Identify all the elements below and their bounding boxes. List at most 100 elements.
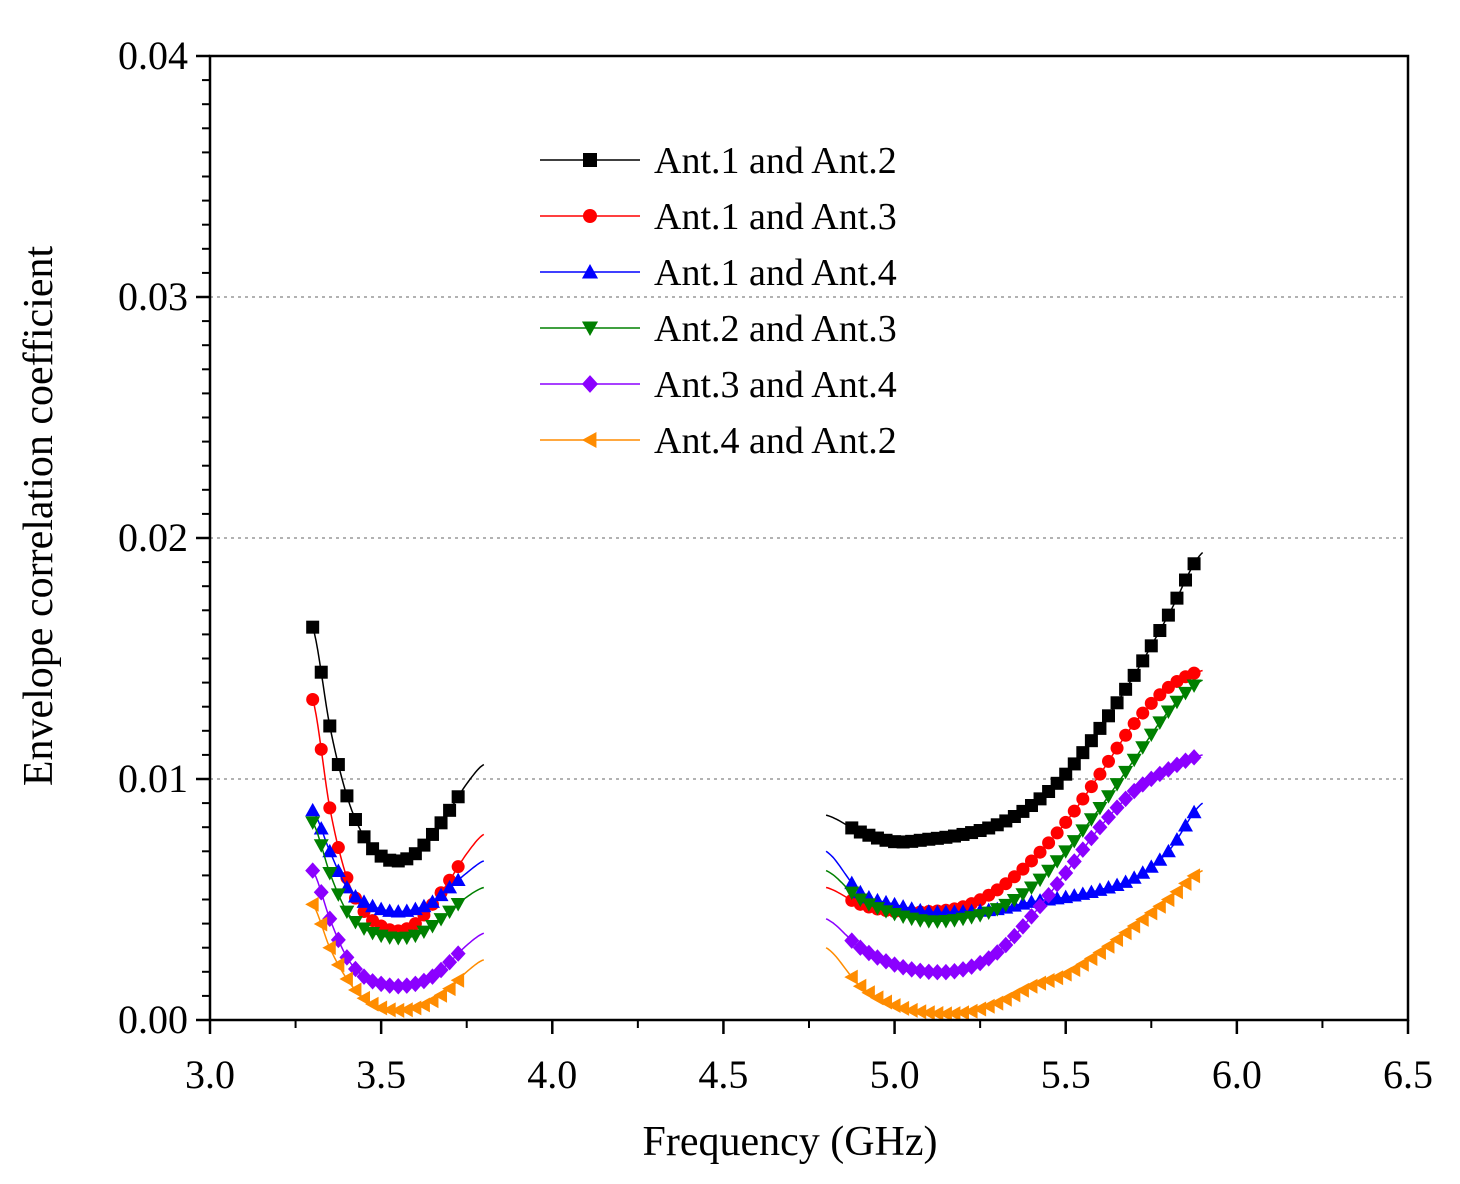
series-4-band2-marker-20 xyxy=(989,903,1005,917)
series-5-band2-marker-27 xyxy=(1049,875,1065,893)
y-tick-label-2: 0.02 xyxy=(118,515,188,560)
series-2-band2-marker-23 xyxy=(1016,862,1030,876)
series-1-band2-marker-35 xyxy=(1119,682,1133,696)
series-6-band2-marker-39 xyxy=(1152,898,1166,914)
series-5-band2-marker-32 xyxy=(1092,818,1108,836)
series-4-band1-marker-3 xyxy=(330,888,346,902)
series-5-band2-marker-21 xyxy=(998,936,1014,954)
series-4-band2-marker-37 xyxy=(1135,741,1151,755)
series-5-band2-marker-30 xyxy=(1075,841,1091,858)
series-layer xyxy=(305,551,1204,1022)
series-1-band1-marker-17 xyxy=(451,790,465,804)
series-5-band2-marker-23 xyxy=(1015,918,1031,935)
series-5-band1-marker-1 xyxy=(313,884,329,901)
series-4-band2-marker-24 xyxy=(1024,881,1039,895)
series-5-band2-marker-28 xyxy=(1058,864,1074,882)
series-4-band2-marker-42 xyxy=(1178,686,1193,701)
series-4-band1-marker-2 xyxy=(322,867,338,881)
series-6-band2-marker-18 xyxy=(972,1001,987,1017)
legend-marker-1 xyxy=(583,153,597,167)
series-4-band2-marker-40 xyxy=(1160,705,1176,719)
series-4-band2-marker-19 xyxy=(981,906,997,921)
series-5-band2-marker-24 xyxy=(1024,908,1039,925)
x-tick-label-6: 6.0 xyxy=(1212,1052,1262,1097)
series-1-band1-marker-2 xyxy=(323,719,337,733)
series-4-band1-marker-4 xyxy=(339,905,355,920)
series-2-band2-marker-28 xyxy=(1059,815,1073,829)
series-2-band2-marker-31 xyxy=(1084,780,1098,794)
series-6-band2-marker-8 xyxy=(887,998,901,1014)
series-5-band2-marker-12 xyxy=(921,963,937,981)
series-4-band2-marker-32 xyxy=(1092,801,1108,816)
series-4 xyxy=(305,679,1203,946)
series-5-band2-marker-20 xyxy=(989,944,1005,961)
series-2-band1-marker-1 xyxy=(314,742,328,756)
series-3-band1-marker-16 xyxy=(442,879,458,894)
series-4-band2-marker-25 xyxy=(1032,873,1048,888)
series-4-band2-marker-31 xyxy=(1083,813,1099,827)
series-2-band2-marker-25 xyxy=(1033,845,1047,859)
series-6-band2-marker-12 xyxy=(921,1005,935,1021)
series-5 xyxy=(305,749,1203,995)
series-6-band1-marker-1 xyxy=(313,916,328,932)
series-2-band2-marker-22 xyxy=(1007,870,1021,884)
series-3-band2-marker-43 xyxy=(1186,804,1202,819)
series-6-band2-marker-3 xyxy=(844,969,858,985)
series-5-band2-marker-35 xyxy=(1118,790,1134,808)
series-5-band2-marker-22 xyxy=(1006,927,1022,945)
series-1-band2-marker-28 xyxy=(1059,767,1073,781)
series-2-band2-marker-35 xyxy=(1119,728,1133,742)
series-3-band2-marker-37 xyxy=(1135,865,1151,879)
series-4-band1-marker-1 xyxy=(313,839,329,853)
y-tick-label-3: 0.03 xyxy=(118,274,188,319)
series-3-band1-marker-13 xyxy=(416,898,432,913)
legend-marker-5 xyxy=(581,375,599,393)
series-1-band2-line xyxy=(825,551,1204,843)
series-2-band2-marker-32 xyxy=(1093,767,1107,781)
legend-marker-6 xyxy=(581,431,597,449)
series-2-band2-marker-39 xyxy=(1153,688,1167,702)
series-6-band2-marker-43 xyxy=(1186,868,1201,884)
series-3-band2-marker-3 xyxy=(844,875,860,890)
y-tick-label-0: 0.00 xyxy=(118,997,188,1042)
series-6-band2-marker-28 xyxy=(1058,966,1072,982)
series-6-band1-marker-10 xyxy=(390,1002,405,1018)
series-5-band1-marker-0 xyxy=(305,862,321,879)
series-1-band1-marker-14 xyxy=(425,827,439,841)
series-4-band1-marker-11 xyxy=(399,931,415,946)
series-4-band2-marker-41 xyxy=(1169,695,1185,710)
series-3-band2-marker-39 xyxy=(1152,852,1168,866)
series-2-band2-marker-29 xyxy=(1067,804,1081,818)
series-1-band1-marker-5 xyxy=(348,813,362,827)
series-1-band2-marker-34 xyxy=(1110,696,1124,710)
series-1-band2-marker-33 xyxy=(1102,709,1115,723)
series-2-band2-marker-26 xyxy=(1042,836,1056,850)
series-2-band2-marker-34 xyxy=(1110,741,1124,755)
series-6-band2-marker-17 xyxy=(964,1003,978,1019)
series-6-band1-marker-0 xyxy=(305,896,319,912)
series-5-band2-marker-11 xyxy=(912,962,928,980)
series-3-band1-marker-7 xyxy=(365,898,381,913)
series-3-band1-marker-1 xyxy=(313,821,329,835)
series-1-band1-marker-16 xyxy=(443,803,457,817)
series-6-band2-marker-13 xyxy=(929,1006,944,1021)
series-1-band2-marker-37 xyxy=(1136,654,1150,668)
series-4-band2-marker-3 xyxy=(844,886,860,901)
series-5-band2-marker-13 xyxy=(929,963,945,981)
series-1-band1-marker-13 xyxy=(417,838,431,852)
series-4-band2-marker-5 xyxy=(861,898,877,912)
series-6-band2-marker-30 xyxy=(1075,956,1089,972)
series-6-band1-marker-3 xyxy=(330,957,345,973)
series-4-band2-marker-23 xyxy=(1015,888,1031,902)
series-4-band2-marker-34 xyxy=(1109,778,1125,792)
series-4-band2-marker-33 xyxy=(1101,790,1116,804)
series-6-band2-marker-4 xyxy=(852,978,867,994)
series-6-band2-marker-29 xyxy=(1066,962,1081,978)
series-4-band2-marker-36 xyxy=(1126,753,1142,768)
series-5-band2-marker-31 xyxy=(1083,829,1099,847)
legend-label-2: Ant.1 and Ant.3 xyxy=(654,196,897,238)
series-1-band1-marker-3 xyxy=(331,758,345,772)
series-5-band2-marker-3 xyxy=(844,932,860,949)
series-4-band1-marker-0 xyxy=(305,816,321,830)
series-1-band2-marker-41 xyxy=(1170,591,1184,605)
